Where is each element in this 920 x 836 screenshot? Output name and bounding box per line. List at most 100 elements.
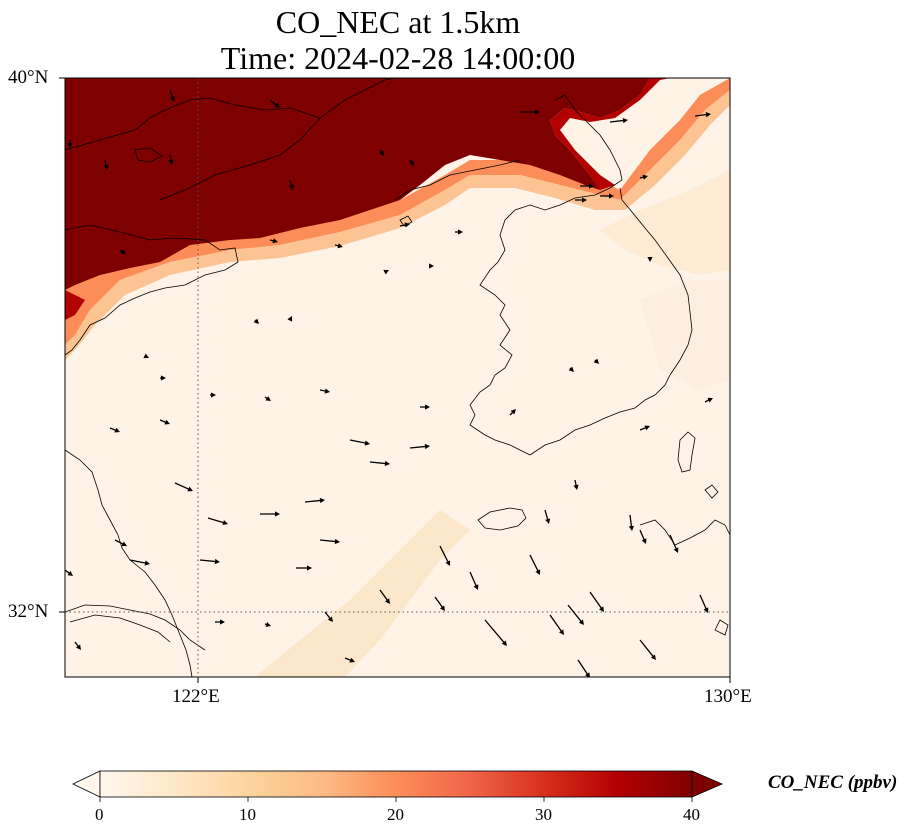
wind-arrow-head <box>144 560 150 566</box>
wind-arrow-head <box>673 547 679 553</box>
lat-label-40: 40°N <box>8 67 49 88</box>
wind-arrow-head <box>578 619 584 625</box>
wind-arrow-head <box>593 358 599 364</box>
jeju-island <box>477 507 527 531</box>
coastline-yangtze <box>65 604 206 651</box>
wind-arrow-head <box>409 160 414 166</box>
wind-arrow-head <box>384 598 390 604</box>
wind-arrow-head <box>573 484 579 490</box>
wind-arrow-shaft <box>577 659 589 676</box>
wind-arrow-head <box>67 570 73 576</box>
wind-arrow-head <box>222 520 228 526</box>
wind-arrow-head <box>641 538 647 544</box>
wind-arrow-head <box>445 560 451 566</box>
wind-arrow-head <box>425 404 430 410</box>
co-fringe-light <box>65 90 730 360</box>
tsushima-island <box>677 431 696 473</box>
wind-arrow-head <box>337 243 343 249</box>
wind-arrow-head <box>383 269 389 275</box>
wind-arrow-head <box>703 607 709 613</box>
wind-arrow-head <box>589 183 594 189</box>
wind-arrow-head <box>647 257 653 262</box>
map-subtitle-time: Time: 2024-02-28 14:00:00 <box>220 40 576 76</box>
wind-arrow-shaft <box>349 439 368 445</box>
wind-arrow-head <box>424 443 430 450</box>
gridlines <box>65 78 730 677</box>
wind-arrow-head <box>289 184 295 190</box>
wind-arrow-shaft <box>369 461 388 465</box>
wind-arrow-head <box>307 565 312 571</box>
coastline-china-north <box>65 224 239 356</box>
wind-arrow-shaft <box>319 539 338 543</box>
colorbar-label: CO_NEC (ppbv) <box>768 772 898 793</box>
wind-arrow-head <box>582 197 587 203</box>
wind-arrow-head <box>272 238 278 244</box>
colorbar-body <box>99 770 693 798</box>
coastline-liaodong <box>159 78 396 201</box>
wind-arrow-head <box>650 654 656 660</box>
wind-arrow-shaft <box>639 529 646 542</box>
coastline-korea-south <box>529 374 671 456</box>
wind-arrow-head <box>253 318 259 324</box>
wind-arrow-head <box>364 440 370 446</box>
lon-label-122: 122°E <box>172 686 220 707</box>
wind-arrow-head <box>187 486 193 492</box>
wind-arrow-shaft <box>199 559 218 563</box>
wind-arrow-head <box>473 584 479 590</box>
wind-arrow-head <box>458 229 463 235</box>
wind-arrow-head <box>319 497 325 504</box>
wind-arrow-shaft <box>174 482 191 491</box>
wind-arrow-head <box>67 143 73 148</box>
wind-arrow-head <box>439 605 445 611</box>
colorbar-extend-max <box>691 770 724 798</box>
wind-arrow-head <box>265 396 271 401</box>
colorbar-tick-20: 20 <box>387 805 404 824</box>
wind-arrow-shaft <box>549 614 563 633</box>
wind-arrow-head <box>642 174 648 180</box>
wind-arrow-head <box>287 316 293 322</box>
wind-arrow-shaft <box>529 554 540 573</box>
coastline-korea-west <box>469 234 531 456</box>
wind-arrow-head <box>535 569 541 575</box>
coastline-dandong <box>499 94 623 236</box>
wind-arrow-shaft <box>589 591 603 610</box>
colorbar-tick-40: 40 <box>683 805 700 824</box>
wind-arrow-head <box>568 366 574 372</box>
wind-arrow-head <box>559 629 564 635</box>
wind-arrow-head <box>120 249 126 254</box>
colorbar-tick-0: 0 <box>95 805 104 824</box>
co-high-region <box>65 78 650 290</box>
wind-arrow-shaft <box>304 499 323 503</box>
coastline-bohai <box>65 97 321 151</box>
map-frame <box>64 77 731 678</box>
coastline-china-bohai-inner <box>394 159 521 201</box>
wind-arrow-head <box>75 644 81 650</box>
wind-arrow-shaft <box>439 545 450 564</box>
wind-arrow-head <box>535 109 540 115</box>
wind-arrow-head <box>545 518 551 524</box>
co-plume-band-east <box>640 280 730 390</box>
coastline-yangtze-inner <box>69 614 171 643</box>
wind-arrow-head <box>211 392 216 398</box>
island-small-1 <box>134 147 163 163</box>
wind-arrow-head <box>275 511 280 517</box>
wind-arrow-head <box>214 558 220 565</box>
wind-arrow-head <box>103 164 109 170</box>
wind-arrow-head <box>164 419 170 425</box>
lat-label-32: 32°N <box>8 601 49 622</box>
wind-arrow-head <box>707 397 713 403</box>
wind-arrow-shaft <box>434 596 444 609</box>
wind-arrow-head <box>429 263 434 269</box>
wind-arrow-head <box>644 425 650 431</box>
wind-arrow-head <box>143 353 149 359</box>
wind-arrow-shaft <box>699 594 708 611</box>
wind-arrow-shaft <box>129 559 148 565</box>
map-title: CO_NEC at 1.5km <box>275 4 521 40</box>
wind-arrow-head <box>220 619 225 625</box>
wind-arrow-head <box>121 541 127 547</box>
wind-arrow-shaft <box>669 534 678 551</box>
wind-arrow-head <box>168 159 174 165</box>
co-plume-band-north <box>600 170 730 275</box>
wind-arrow-shaft <box>409 445 428 449</box>
